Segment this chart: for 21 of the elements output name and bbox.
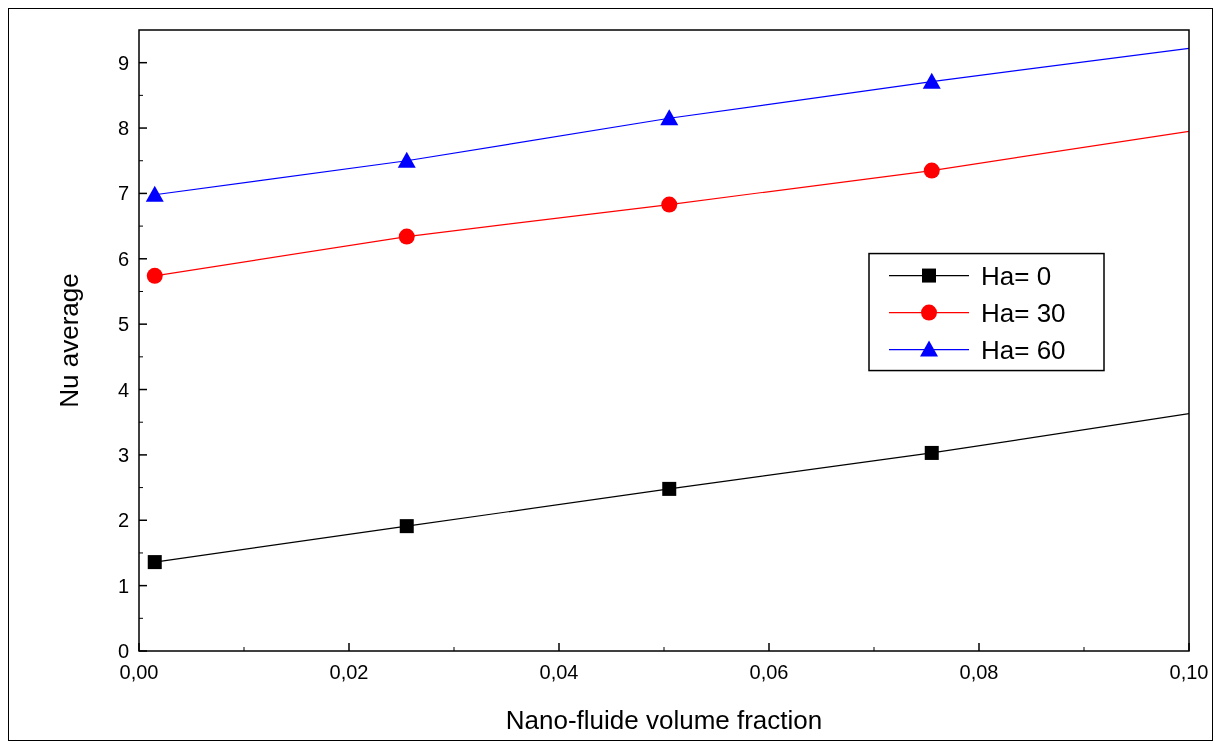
x-tick-label: 0,06 <box>749 661 789 683</box>
y-tick-label: 5 <box>117 313 129 336</box>
y-tick-label: 7 <box>117 182 129 205</box>
legend-label: Ha= 60 <box>981 334 1066 365</box>
x-tick-label: 0,08 <box>959 661 999 683</box>
y-tick-label: 4 <box>117 378 129 401</box>
x-tick-label: 0,00 <box>119 661 159 683</box>
y-tick-label: 8 <box>117 117 129 140</box>
y-tick-label: 6 <box>117 247 129 270</box>
y-tick-label: 9 <box>117 51 129 74</box>
x-axis-title: Nano-fluide volume fraction <box>505 705 823 735</box>
legend-label: Ha= 0 <box>981 260 1052 291</box>
x-tick-label: 0,02 <box>329 661 369 683</box>
y-axis-title: Nu average <box>54 273 84 408</box>
y-tick-label: 0 <box>117 640 129 662</box>
y-tick-label: 3 <box>117 443 129 466</box>
x-tick-label: 0,10 <box>1169 661 1209 683</box>
y-tick-label: 1 <box>117 574 129 597</box>
legend-label: Ha= 30 <box>981 297 1066 328</box>
y-tick-label: 2 <box>117 509 129 532</box>
x-tick-label: 0,04 <box>539 661 579 683</box>
